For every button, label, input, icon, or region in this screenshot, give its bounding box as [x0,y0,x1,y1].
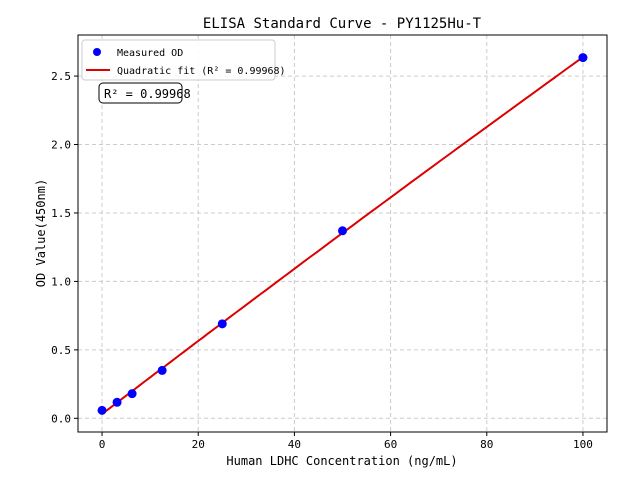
x-tick-label: 100 [573,438,593,451]
y-tick-label: 2.0 [51,139,71,152]
data-point [157,365,167,375]
ticks: 0 20 40 60 80 100 0.0 0.5 1.0 1.5 2.0 2.5 [51,70,593,451]
fit-curve [101,56,584,415]
x-tick-label: 0 [99,438,106,451]
x-tick-label: 40 [288,438,301,451]
y-tick-label: 0.0 [51,412,71,425]
legend-marker-measured [93,48,101,56]
y-axis-label: OD Value(450nm) [34,179,48,287]
x-tick-label: 60 [384,438,397,451]
data-point [338,226,347,236]
legend-label-fit: Quadratic fit (R² = 0.99968) [117,66,286,77]
y-tick-label: 1.5 [51,207,71,220]
x-tick-label: 80 [480,438,493,451]
x-axis-label: Human LDHC Concentration (ng/mL) [226,454,457,468]
data-point [112,397,122,407]
y-tick-label: 0.5 [51,344,71,357]
legend: Measured OD Quadratic fit (R² = 0.99968) [81,39,286,81]
plot-area [97,53,588,415]
y-tick-label: 1.0 [51,275,71,288]
y-tick-label: 2.5 [51,70,71,83]
x-tick-label: 20 [192,438,205,451]
axes-frame [77,34,608,433]
data-point [127,389,137,399]
data-point [97,405,107,415]
legend-label-measured: Measured OD [117,48,183,59]
chart-title: ELISA Standard Curve - PY1125Hu-T [203,16,482,32]
data-point [578,53,588,63]
r-squared-text: R² = 0.99968 [104,87,191,101]
r-squared-annotation: R² = 0.99968 [98,82,191,104]
data-point [217,319,227,329]
grid [78,35,607,432]
